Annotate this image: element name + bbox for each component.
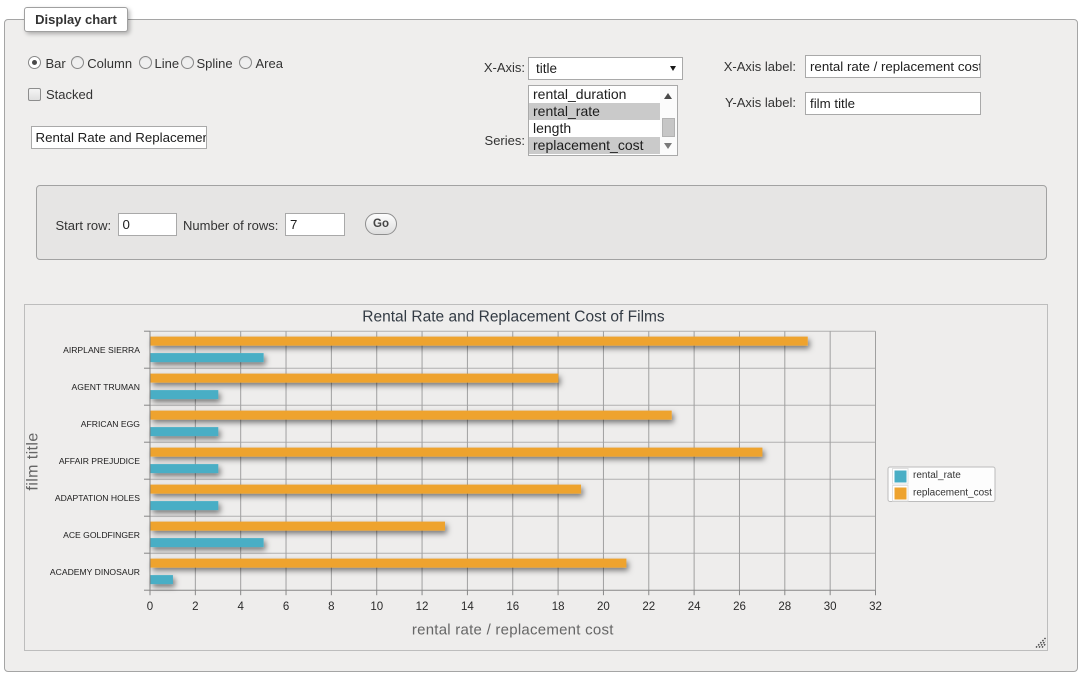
- svg-text:0: 0: [147, 601, 153, 613]
- svg-text:Rental Rate and Replacement Co: Rental Rate and Replacement Cost of Film…: [362, 309, 665, 326]
- svg-text:AFRICAN EGG: AFRICAN EGG: [81, 419, 141, 429]
- svg-text:26: 26: [733, 601, 746, 613]
- svg-text:6: 6: [283, 601, 289, 613]
- svg-text:18: 18: [552, 601, 565, 613]
- svg-text:20: 20: [597, 601, 610, 613]
- svg-text:2: 2: [192, 601, 198, 613]
- svg-text:32: 32: [869, 601, 882, 613]
- svg-text:28: 28: [778, 601, 791, 613]
- svg-text:rental_rate: rental_rate: [913, 470, 961, 481]
- svg-text:30: 30: [824, 601, 837, 613]
- svg-text:10: 10: [370, 601, 383, 613]
- svg-text:14: 14: [461, 601, 474, 613]
- svg-text:16: 16: [506, 601, 519, 613]
- svg-text:ACADEMY DINOSAUR: ACADEMY DINOSAUR: [50, 567, 140, 577]
- svg-text:12: 12: [416, 601, 429, 613]
- svg-text:replacement_cost: replacement_cost: [913, 487, 992, 498]
- svg-text:ACE GOLDFINGER: ACE GOLDFINGER: [63, 530, 140, 540]
- svg-text:8: 8: [328, 601, 334, 613]
- svg-text:4: 4: [237, 601, 244, 613]
- svg-text:AFFAIR PREJUDICE: AFFAIR PREJUDICE: [59, 456, 140, 466]
- svg-text:AIRPLANE SIERRA: AIRPLANE SIERRA: [63, 345, 140, 355]
- svg-text:22: 22: [642, 601, 655, 613]
- svg-text:ADAPTATION HOLES: ADAPTATION HOLES: [55, 493, 140, 503]
- svg-text:film title: film title: [25, 432, 42, 490]
- svg-text:rental rate / replacement cost: rental rate / replacement cost: [412, 622, 614, 639]
- svg-text:AGENT TRUMAN: AGENT TRUMAN: [72, 382, 140, 392]
- svg-text:24: 24: [688, 601, 701, 613]
